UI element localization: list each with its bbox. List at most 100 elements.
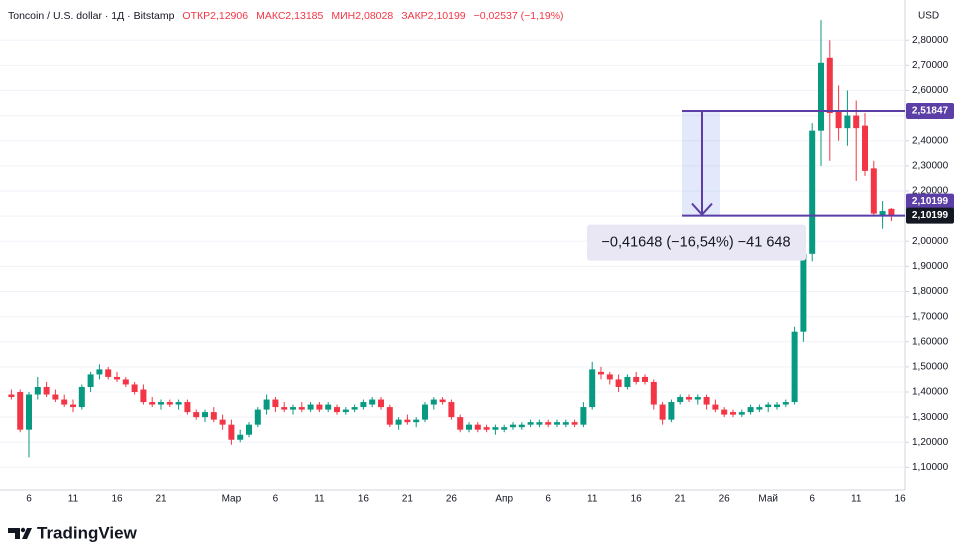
candle-body bbox=[26, 394, 32, 430]
candle-body bbox=[466, 424, 472, 430]
candle-body bbox=[554, 422, 560, 425]
candle-body bbox=[254, 409, 261, 425]
x-tick-label: 6 bbox=[809, 494, 815, 505]
candle-body bbox=[43, 386, 50, 395]
candle-body bbox=[272, 399, 279, 408]
y-tick-label: 1,80000 bbox=[912, 286, 949, 297]
candle-body bbox=[633, 376, 640, 382]
candle-body bbox=[395, 419, 402, 425]
x-tick-label: Апр bbox=[495, 494, 513, 505]
candle-body bbox=[686, 397, 692, 400]
candle-body bbox=[571, 422, 578, 425]
header-close: ЗАКР2,10199 bbox=[401, 10, 466, 22]
header-change: −0,02537 (−1,19%) bbox=[474, 10, 564, 22]
y-tick-label: 2,00000 bbox=[912, 236, 949, 247]
last-price-tag-box bbox=[906, 207, 954, 224]
brand-logo bbox=[8, 527, 32, 539]
candle-body bbox=[545, 422, 552, 425]
candle-body bbox=[562, 422, 569, 425]
candle-body bbox=[474, 424, 481, 430]
candle-body bbox=[624, 376, 631, 387]
x-tick-label: 11 bbox=[68, 494, 79, 505]
candle-body bbox=[510, 424, 516, 428]
candle-body bbox=[166, 402, 173, 405]
candles bbox=[8, 20, 895, 458]
candle-body bbox=[615, 379, 622, 387]
candle-body bbox=[34, 386, 41, 395]
candle-body bbox=[580, 407, 587, 425]
last-price-tag: 2,10199 bbox=[912, 210, 949, 221]
candle-body bbox=[888, 208, 895, 216]
candle-body bbox=[818, 62, 824, 131]
x-tick-label: Мар bbox=[222, 494, 242, 505]
candle-body bbox=[8, 394, 15, 398]
candle-body bbox=[879, 211, 886, 217]
candle-body bbox=[765, 404, 772, 408]
x-tick-label: 16 bbox=[358, 494, 370, 505]
candle-body bbox=[122, 379, 129, 385]
measure-end-tag-box bbox=[906, 193, 954, 210]
x-tick-label: 6 bbox=[26, 494, 32, 505]
candle-body bbox=[712, 404, 719, 410]
candle-body bbox=[501, 427, 508, 430]
candle-body bbox=[316, 404, 323, 410]
candle-body bbox=[360, 402, 367, 408]
candle-body bbox=[439, 399, 446, 403]
candle-body bbox=[219, 419, 226, 425]
candle-body bbox=[307, 404, 314, 410]
candle-body bbox=[413, 419, 420, 423]
x-tick-label: 16 bbox=[111, 494, 123, 505]
candle-body bbox=[202, 412, 208, 418]
candle-body bbox=[774, 404, 780, 408]
y-tick-label: 1,30000 bbox=[912, 412, 949, 423]
candle-body bbox=[527, 422, 534, 425]
currency: USD bbox=[918, 11, 939, 22]
x-tick-label: Май bbox=[758, 494, 778, 505]
x-tick-label: 11 bbox=[851, 494, 862, 505]
y-tick-label: 1,70000 bbox=[912, 311, 949, 322]
y-tick-label: 1,50000 bbox=[912, 362, 949, 373]
candle-body bbox=[659, 404, 666, 420]
header-symbol: Toncoin / U.S. dollar · 1Д · Bitstamp bbox=[8, 10, 175, 22]
candle-body bbox=[703, 397, 710, 405]
y-tick-label: 2,20000 bbox=[912, 186, 949, 197]
brand: TradingView bbox=[37, 523, 138, 542]
candle-body bbox=[114, 376, 120, 380]
candle-body bbox=[70, 404, 76, 408]
measure-end-tag: 2,10199 bbox=[912, 196, 949, 207]
measure-start-tag: 2,51847 bbox=[912, 106, 949, 117]
candle-body bbox=[642, 376, 648, 382]
candle-body bbox=[457, 417, 464, 430]
candle-body bbox=[598, 371, 604, 375]
candle-body bbox=[175, 402, 182, 405]
candle-body bbox=[158, 402, 164, 405]
y-tick-label: 1,40000 bbox=[912, 387, 949, 398]
candle-body bbox=[404, 419, 411, 423]
candle-body bbox=[193, 412, 200, 418]
y-tick-label: 2,80000 bbox=[912, 35, 949, 46]
measure-arrowhead bbox=[691, 202, 713, 217]
x-tick-label: 26 bbox=[446, 494, 458, 505]
candle-body bbox=[448, 402, 455, 418]
candle-body bbox=[422, 404, 428, 420]
candle-body bbox=[52, 394, 59, 400]
candle-body bbox=[518, 424, 525, 428]
candle-body bbox=[87, 374, 94, 387]
candle-body bbox=[492, 427, 499, 430]
candle-body bbox=[78, 386, 85, 408]
candle-body bbox=[351, 407, 358, 410]
y-tick-label: 2,60000 bbox=[912, 85, 949, 96]
candle-body bbox=[140, 389, 147, 403]
candle-body bbox=[694, 397, 701, 400]
candle-body bbox=[96, 369, 103, 375]
candle-body bbox=[782, 402, 789, 405]
candle-body bbox=[184, 402, 191, 413]
candle-body bbox=[589, 369, 596, 408]
candle-body bbox=[298, 407, 305, 410]
candle-body bbox=[334, 407, 340, 413]
x-tick-label: 21 bbox=[402, 494, 414, 505]
candle-body bbox=[246, 424, 252, 435]
